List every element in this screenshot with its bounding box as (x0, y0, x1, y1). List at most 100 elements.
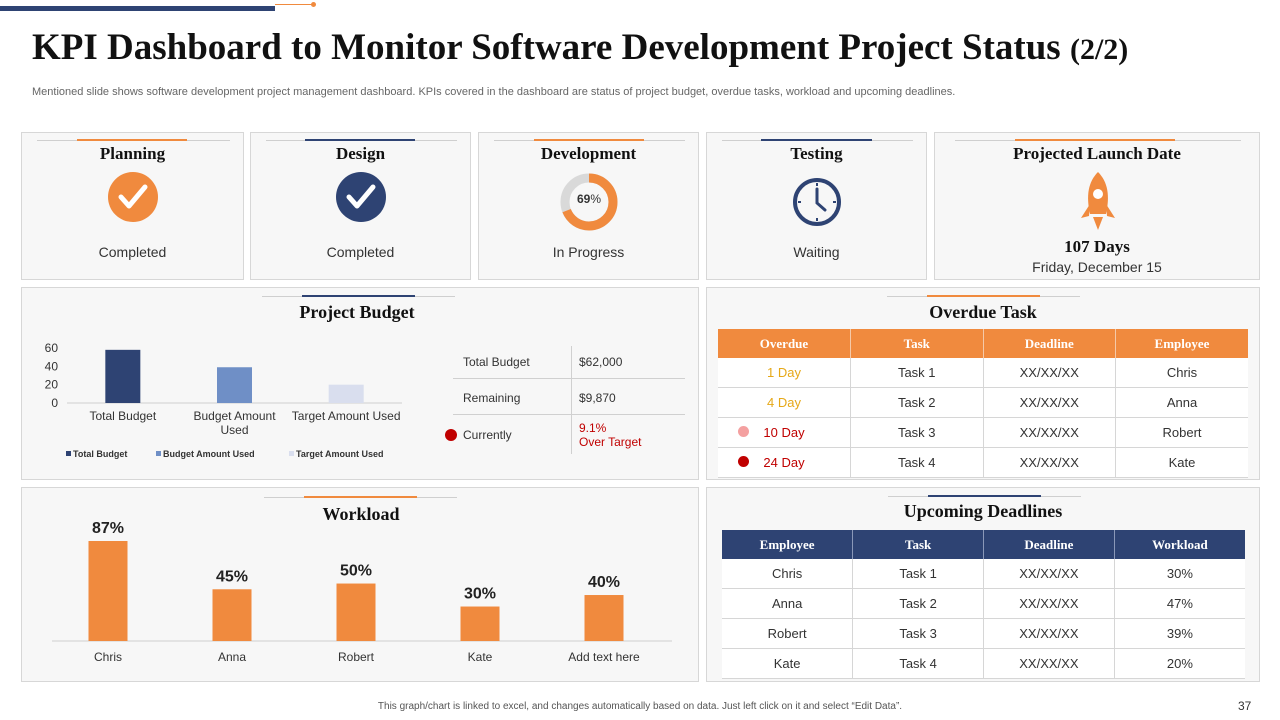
panel-accent (927, 295, 1040, 297)
card-accent (1015, 139, 1175, 141)
overdue-col-header: Overdue (718, 329, 851, 358)
phase-card-testing: Testing Waiting (706, 132, 927, 280)
phase-status: Completed (326, 244, 395, 260)
table-row: Robert Task 3 XX/XX/XX 39% (722, 618, 1245, 649)
bar (336, 583, 376, 641)
deadlines-header-row: Employee Task Deadline Workload (722, 530, 1245, 559)
panel-accent-thin (417, 497, 457, 498)
status-dot-icon (738, 456, 749, 467)
panel-accent-thin (262, 296, 302, 297)
overdue-header-row: Overdue Task Deadline Employee (718, 329, 1248, 358)
card-accent-thin (872, 140, 913, 141)
overdue-task-panel: Overdue Task Overdue Task Deadline Emplo… (706, 287, 1260, 480)
checkmark-icon (108, 172, 158, 222)
phase-title: Testing (790, 144, 843, 163)
overdue-cell: 10 Day (718, 417, 851, 448)
footer-note: This graph/chart is linked to excel, and… (377, 701, 903, 712)
data-label: 45% (216, 568, 248, 585)
card-accent-thin (955, 140, 1015, 141)
phase-title: Planning (99, 144, 166, 163)
deadline-cell: XX/XX/XX (983, 648, 1115, 679)
project-budget-panel: Project Budget 60 40 20 0 Total Budget Budget… (21, 287, 699, 480)
table-row: Kate Task 4 XX/XX/XX 20% (722, 648, 1245, 679)
overdue-title: Overdue Task (929, 302, 1037, 322)
card-accent-thin (1175, 140, 1241, 141)
x-tick-label: Chris (94, 650, 122, 664)
y-tick-label: 40 (45, 359, 59, 373)
panel-accent-thin (1040, 296, 1080, 297)
progress-donut-icon (560, 173, 618, 231)
x-tick-label: Kate (468, 650, 493, 664)
overdue-cell: 24 Day (718, 447, 851, 478)
budget-title: Project Budget (299, 302, 415, 322)
page-title: KPI Dashboard to Monitor Software Develo… (32, 27, 1129, 68)
bar (328, 384, 364, 403)
x-tick-label: Budget Amount (193, 409, 276, 423)
panel-accent (302, 295, 415, 297)
budget-divider-vertical (571, 346, 572, 454)
legend-swatch (66, 451, 71, 456)
data-label: 30% (464, 586, 496, 603)
task-cell: Task 4 (852, 648, 984, 679)
bar (105, 349, 141, 403)
table-row: Chris Task 1 XX/XX/XX 30% (722, 559, 1245, 589)
bar (88, 541, 128, 641)
deadline-cell: XX/XX/XX (983, 358, 1116, 388)
card-accent-thin (37, 140, 77, 141)
workload-cell: 39% (1114, 618, 1245, 649)
deadlines-col-header: Workload (1114, 530, 1245, 559)
deadlines-col-header: Task (852, 530, 984, 559)
deadline-cell: XX/XX/XX (983, 618, 1115, 649)
task-cell: Task 1 (852, 559, 984, 589)
employee-cell: Chris (1115, 358, 1248, 388)
x-tick-label: Anna (218, 650, 246, 664)
employee-cell: Robert (722, 618, 854, 649)
task-cell: Task 3 (850, 417, 984, 448)
panel-accent-thin (887, 296, 927, 297)
task-cell: Task 2 (852, 588, 984, 619)
panel-accent-thin (888, 496, 928, 497)
page-subtitle: Mentioned slide shows software developme… (32, 86, 956, 98)
budget-label-remaining: Remaining (463, 391, 521, 405)
phase-card-planning: Planning Completed (21, 132, 244, 280)
card-accent-thin (644, 140, 685, 141)
x-tick-label: Used (220, 423, 248, 437)
card-accent (534, 139, 644, 141)
card-accent-thin (266, 140, 305, 141)
phase-status: Completed (98, 244, 167, 260)
deadlines-title: Upcoming Deadlines (903, 501, 1063, 521)
deadlines-table: Employee Task Deadline Workload Chris Ta… (722, 530, 1245, 679)
table-row: 4 Day Task 2 XX/XX/XX Anna (718, 387, 1248, 418)
budget-label-total: Total Budget (463, 355, 530, 369)
y-tick-label: 0 (51, 396, 58, 410)
top-accent-dot (311, 2, 316, 7)
card-accent (305, 139, 415, 141)
y-tick-label: 60 (45, 341, 59, 355)
legend-label: Target Amount Used (296, 449, 384, 459)
employee-cell: Kate (722, 648, 854, 679)
overdue-col-header: Employee (1115, 329, 1248, 358)
overdue-days: 4 Day (767, 395, 801, 410)
card-accent-thin (187, 140, 230, 141)
data-label: 87% (92, 520, 124, 537)
workload-cell: 20% (1114, 648, 1245, 679)
status-dot-icon (738, 426, 749, 437)
budget-label-currently: Currently (463, 428, 512, 442)
launch-date-card: Projected Launch Date 107 Days Friday, D… (934, 132, 1260, 280)
panel-accent-thin (264, 497, 304, 498)
panel-accent-thin (415, 296, 455, 297)
table-row: Anna Task 2 XX/XX/XX 47% (722, 588, 1245, 619)
card-accent-thin (415, 140, 457, 141)
bar (217, 367, 252, 403)
legend-swatch (289, 451, 294, 456)
deadlines-col-header: Employee (722, 530, 854, 559)
budget-value-currently-note: Over Target (579, 435, 642, 449)
budget-value-total: $62,000 (579, 355, 623, 369)
deadlines-col-header: Deadline (983, 530, 1115, 559)
x-tick-label: Total Budget (89, 409, 156, 423)
top-accent-line (275, 4, 313, 5)
budget-divider (453, 378, 685, 379)
workload-chart: 87% Chris 45% Anna 50% Robert 30% Kate 40% Add te… (52, 520, 672, 664)
card-accent-thin (722, 140, 761, 141)
